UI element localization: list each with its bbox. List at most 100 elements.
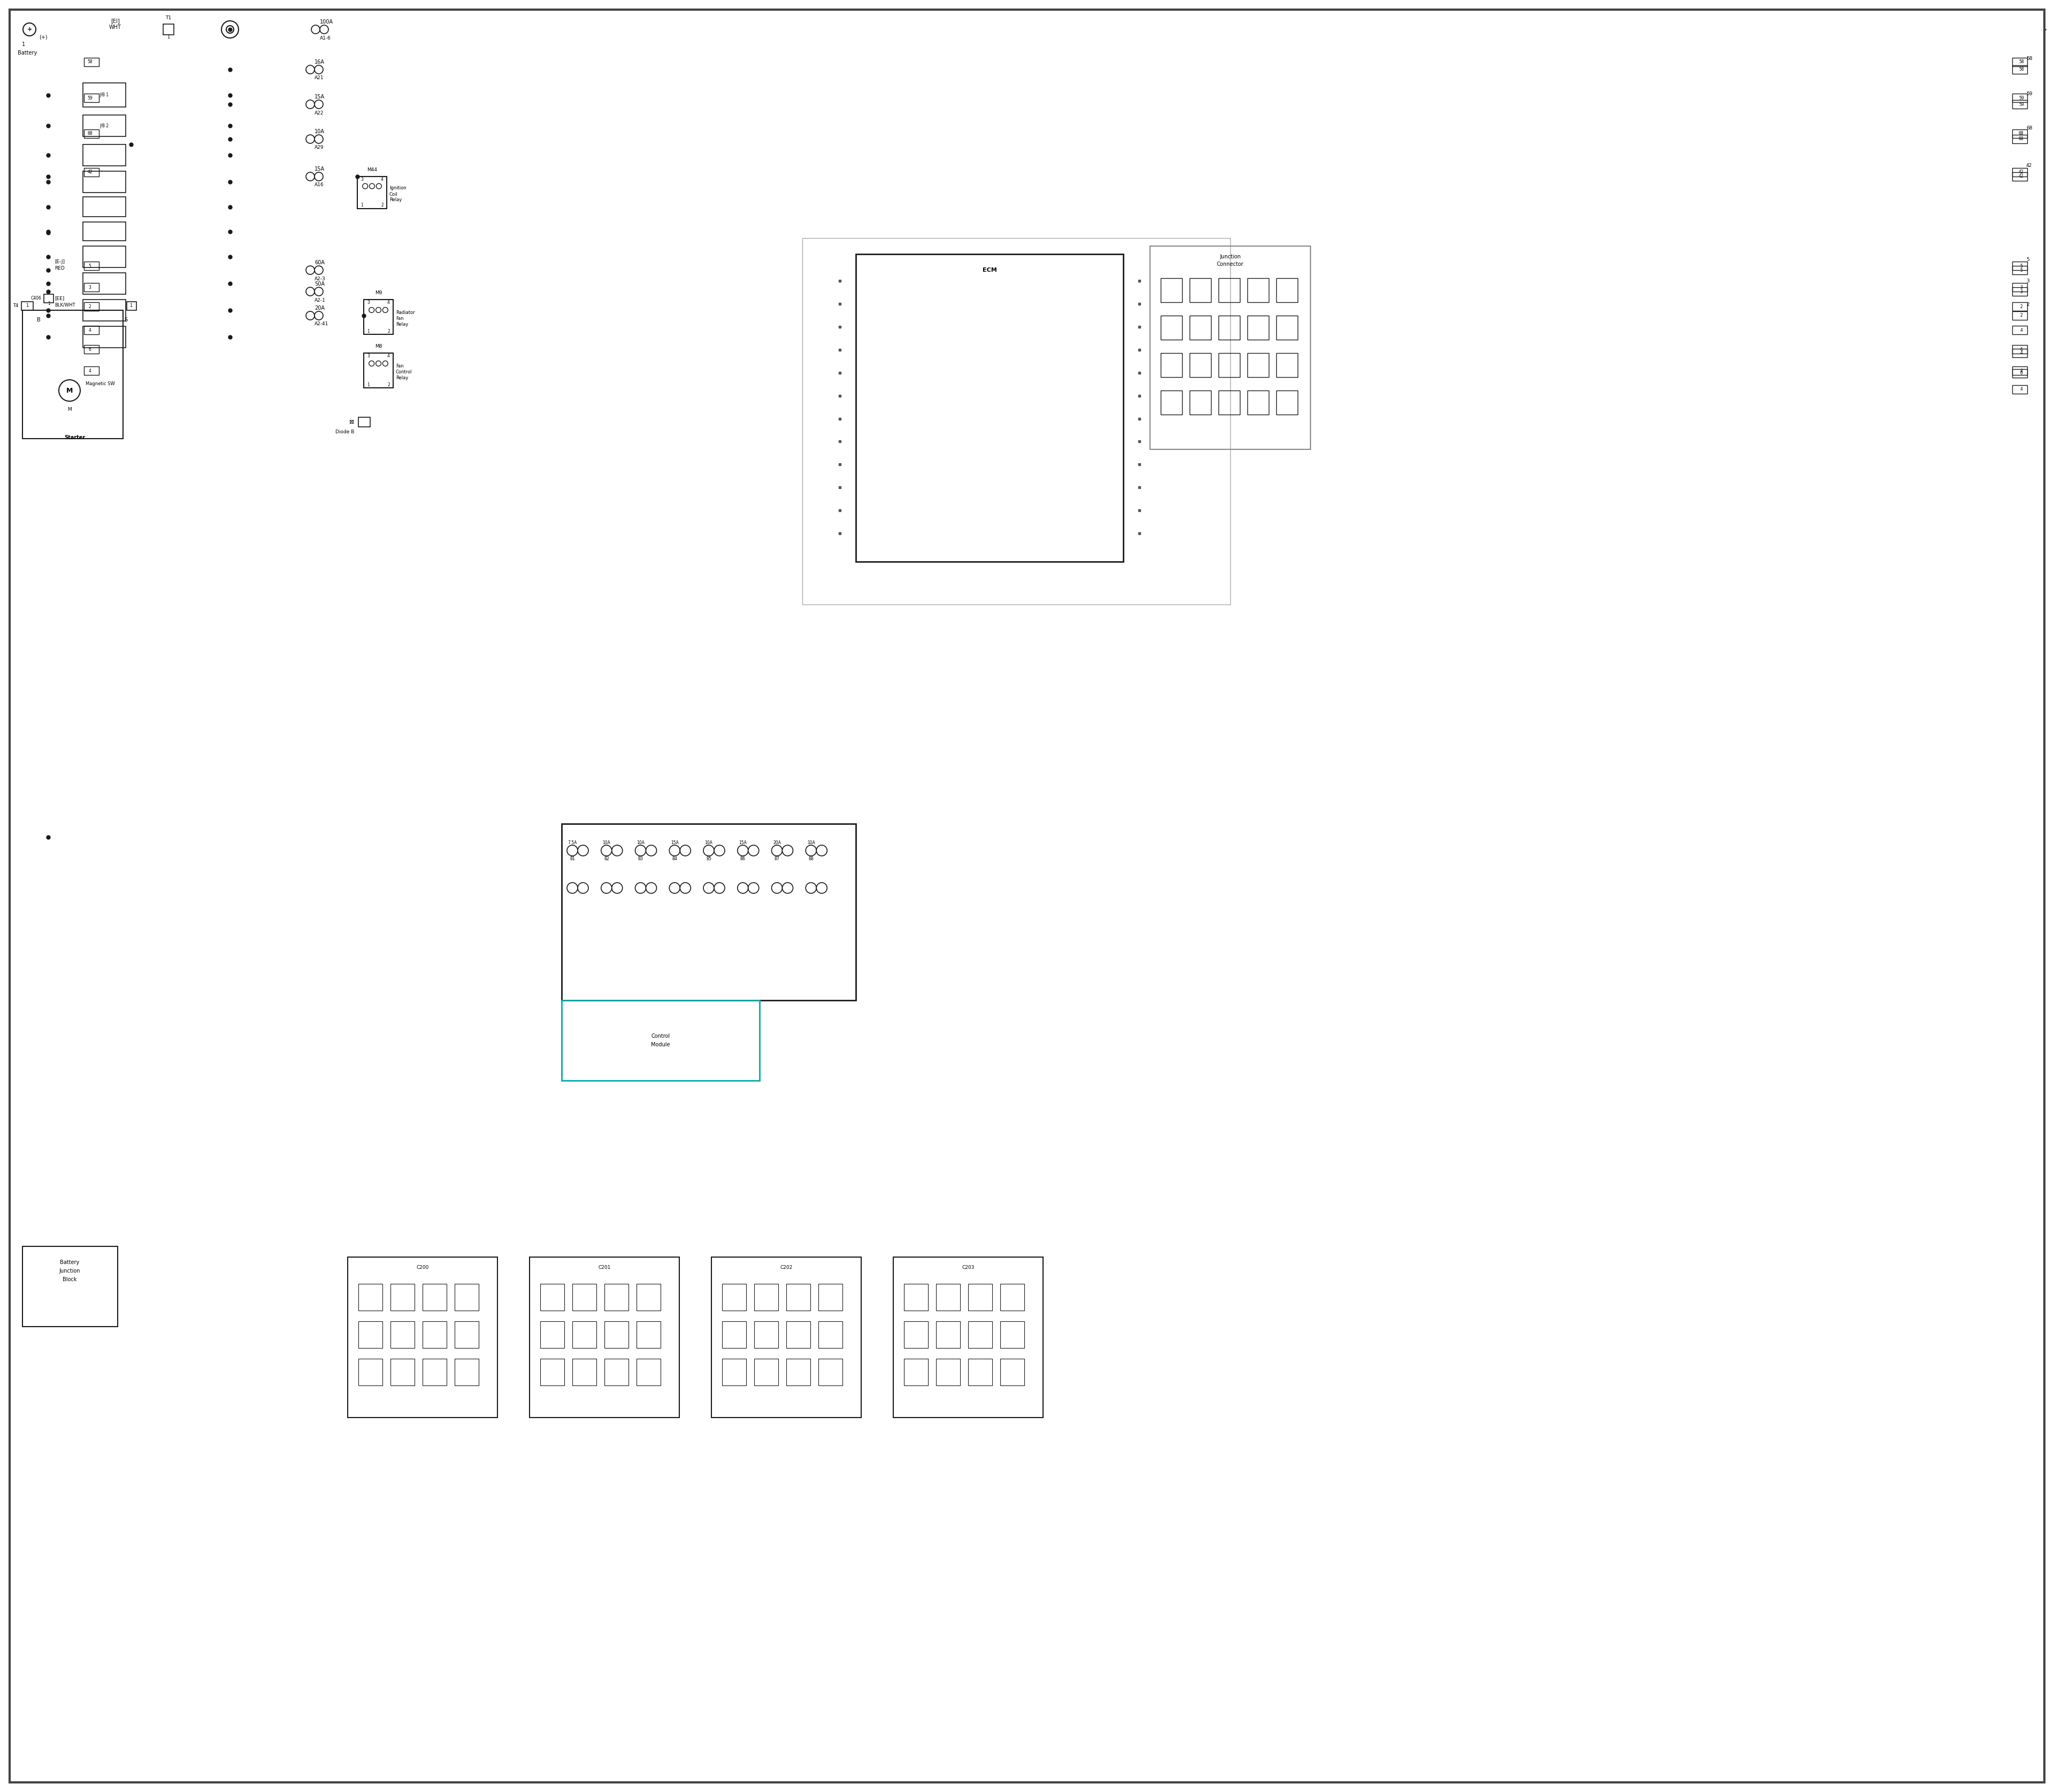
Text: A2-41: A2-41 [314, 323, 329, 326]
Text: Starter: Starter [64, 435, 84, 441]
Text: 1: 1 [27, 303, 29, 308]
Circle shape [226, 25, 234, 34]
Text: 1: 1 [368, 382, 370, 387]
Circle shape [370, 183, 374, 188]
Circle shape [306, 100, 314, 109]
Text: 68: 68 [2019, 136, 2023, 142]
Circle shape [602, 846, 612, 857]
Text: 10A: 10A [637, 840, 645, 844]
Text: 42: 42 [2019, 170, 2023, 174]
Text: 68: 68 [2019, 131, 2023, 136]
Text: 1: 1 [47, 301, 51, 306]
Text: 5: 5 [2019, 263, 2023, 269]
Text: 3: 3 [368, 301, 370, 305]
Circle shape [805, 846, 815, 857]
Text: Battery: Battery [60, 1260, 80, 1265]
Text: 3: 3 [88, 285, 90, 290]
Text: A2-1: A2-1 [314, 297, 327, 303]
Circle shape [314, 265, 322, 274]
Text: 15A: 15A [314, 95, 325, 100]
Text: 7.5A: 7.5A [567, 840, 577, 844]
Circle shape [306, 172, 314, 181]
Circle shape [312, 25, 320, 34]
Text: Relay: Relay [396, 376, 409, 380]
Circle shape [376, 183, 382, 188]
Text: 2: 2 [2025, 303, 2029, 306]
Circle shape [612, 883, 622, 894]
Text: 6: 6 [2019, 371, 2023, 376]
Circle shape [306, 265, 314, 274]
Text: B7: B7 [774, 857, 781, 860]
Circle shape [737, 846, 748, 857]
Text: ECM: ECM [982, 267, 996, 272]
Circle shape [783, 883, 793, 894]
Text: 59: 59 [2025, 91, 2031, 97]
Text: 10A: 10A [602, 840, 610, 844]
Text: 5: 5 [2025, 256, 2029, 262]
Text: T4: T4 [12, 303, 18, 308]
Text: Magnetic SW: Magnetic SW [86, 382, 115, 387]
Circle shape [306, 134, 314, 143]
Text: 2: 2 [380, 202, 384, 208]
Text: A21: A21 [314, 75, 325, 81]
Text: B5: B5 [707, 857, 711, 860]
Text: 2: 2 [2019, 305, 2023, 308]
Circle shape [314, 100, 322, 109]
Text: C201: C201 [598, 1265, 610, 1271]
Text: 60A: 60A [314, 260, 325, 265]
Text: Diode B: Diode B [335, 430, 353, 434]
Text: 20A: 20A [314, 305, 325, 310]
Text: 10A: 10A [705, 840, 713, 844]
Circle shape [577, 846, 587, 857]
Text: 50A: 50A [314, 281, 325, 287]
Text: Relay: Relay [396, 323, 409, 326]
Text: 59: 59 [88, 95, 92, 100]
Circle shape [314, 312, 322, 321]
Text: Junction: Junction [60, 1269, 80, 1274]
Text: 68: 68 [88, 131, 92, 136]
Text: 5: 5 [88, 263, 90, 269]
Text: Radiator: Radiator [396, 310, 415, 315]
Text: 59: 59 [2019, 95, 2023, 100]
Text: S: S [123, 317, 127, 323]
Text: A29: A29 [314, 145, 325, 151]
Text: Ignition: Ignition [390, 186, 407, 190]
Text: 58: 58 [2019, 66, 2023, 72]
Circle shape [645, 883, 657, 894]
Circle shape [306, 287, 314, 296]
Text: 15A: 15A [672, 840, 678, 844]
Text: 20A: 20A [772, 840, 781, 844]
Circle shape [680, 846, 690, 857]
Text: 42: 42 [88, 170, 92, 174]
Text: 4: 4 [380, 177, 384, 183]
Text: B4: B4 [672, 857, 678, 860]
Text: 58: 58 [88, 59, 92, 65]
Circle shape [577, 883, 587, 894]
Text: 100A: 100A [320, 20, 333, 25]
Text: J/B 1: J/B 1 [101, 93, 109, 97]
Circle shape [702, 846, 715, 857]
Circle shape [60, 380, 80, 401]
Text: 3: 3 [2019, 285, 2023, 290]
Circle shape [314, 65, 322, 73]
Text: 3: 3 [362, 177, 364, 183]
Text: 6: 6 [2019, 348, 2023, 351]
Circle shape [314, 172, 322, 181]
Text: [EE]: [EE] [55, 296, 64, 301]
Circle shape [376, 308, 382, 312]
Text: 4: 4 [88, 369, 90, 373]
Circle shape [370, 360, 374, 366]
Text: 59: 59 [2019, 102, 2023, 108]
Text: B8: B8 [809, 857, 813, 860]
Circle shape [23, 23, 35, 36]
Circle shape [805, 883, 815, 894]
Circle shape [737, 883, 748, 894]
Text: ⊠: ⊠ [349, 419, 353, 425]
Text: A22: A22 [314, 111, 325, 115]
Circle shape [567, 883, 577, 894]
Circle shape [670, 846, 680, 857]
Text: WHT: WHT [109, 25, 121, 30]
Text: C200: C200 [417, 1265, 429, 1271]
Text: 2: 2 [388, 328, 390, 333]
Text: 4: 4 [2019, 387, 2023, 392]
